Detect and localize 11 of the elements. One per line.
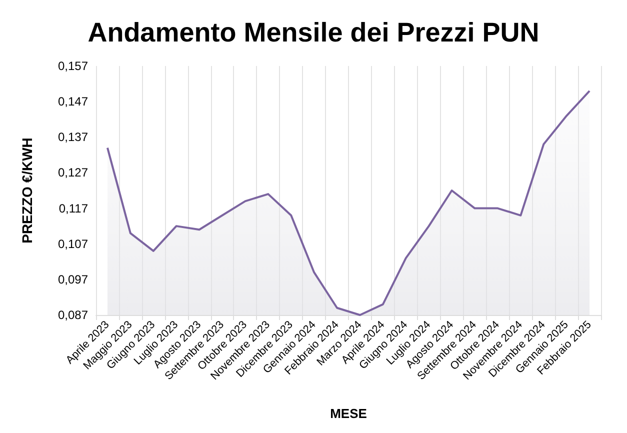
y-tick-label: 0,147 — [58, 94, 88, 109]
y-tick-label: 0,157 — [58, 59, 88, 73]
y-axis-title: PREZZO €/KWH — [19, 138, 35, 244]
y-tick-label: 0,127 — [58, 166, 88, 180]
y-tick-label: 0,097 — [58, 272, 88, 286]
y-tick-label: 0,117 — [58, 201, 88, 216]
y-tick-label: 0,137 — [58, 130, 88, 144]
y-tick-label: 0,087 — [58, 308, 88, 322]
x-axis-title: MESE — [330, 406, 368, 421]
chart-title: Andamento Mensile dei Prezzi PUN — [88, 18, 540, 48]
y-tick-label: 0,107 — [58, 236, 88, 251]
